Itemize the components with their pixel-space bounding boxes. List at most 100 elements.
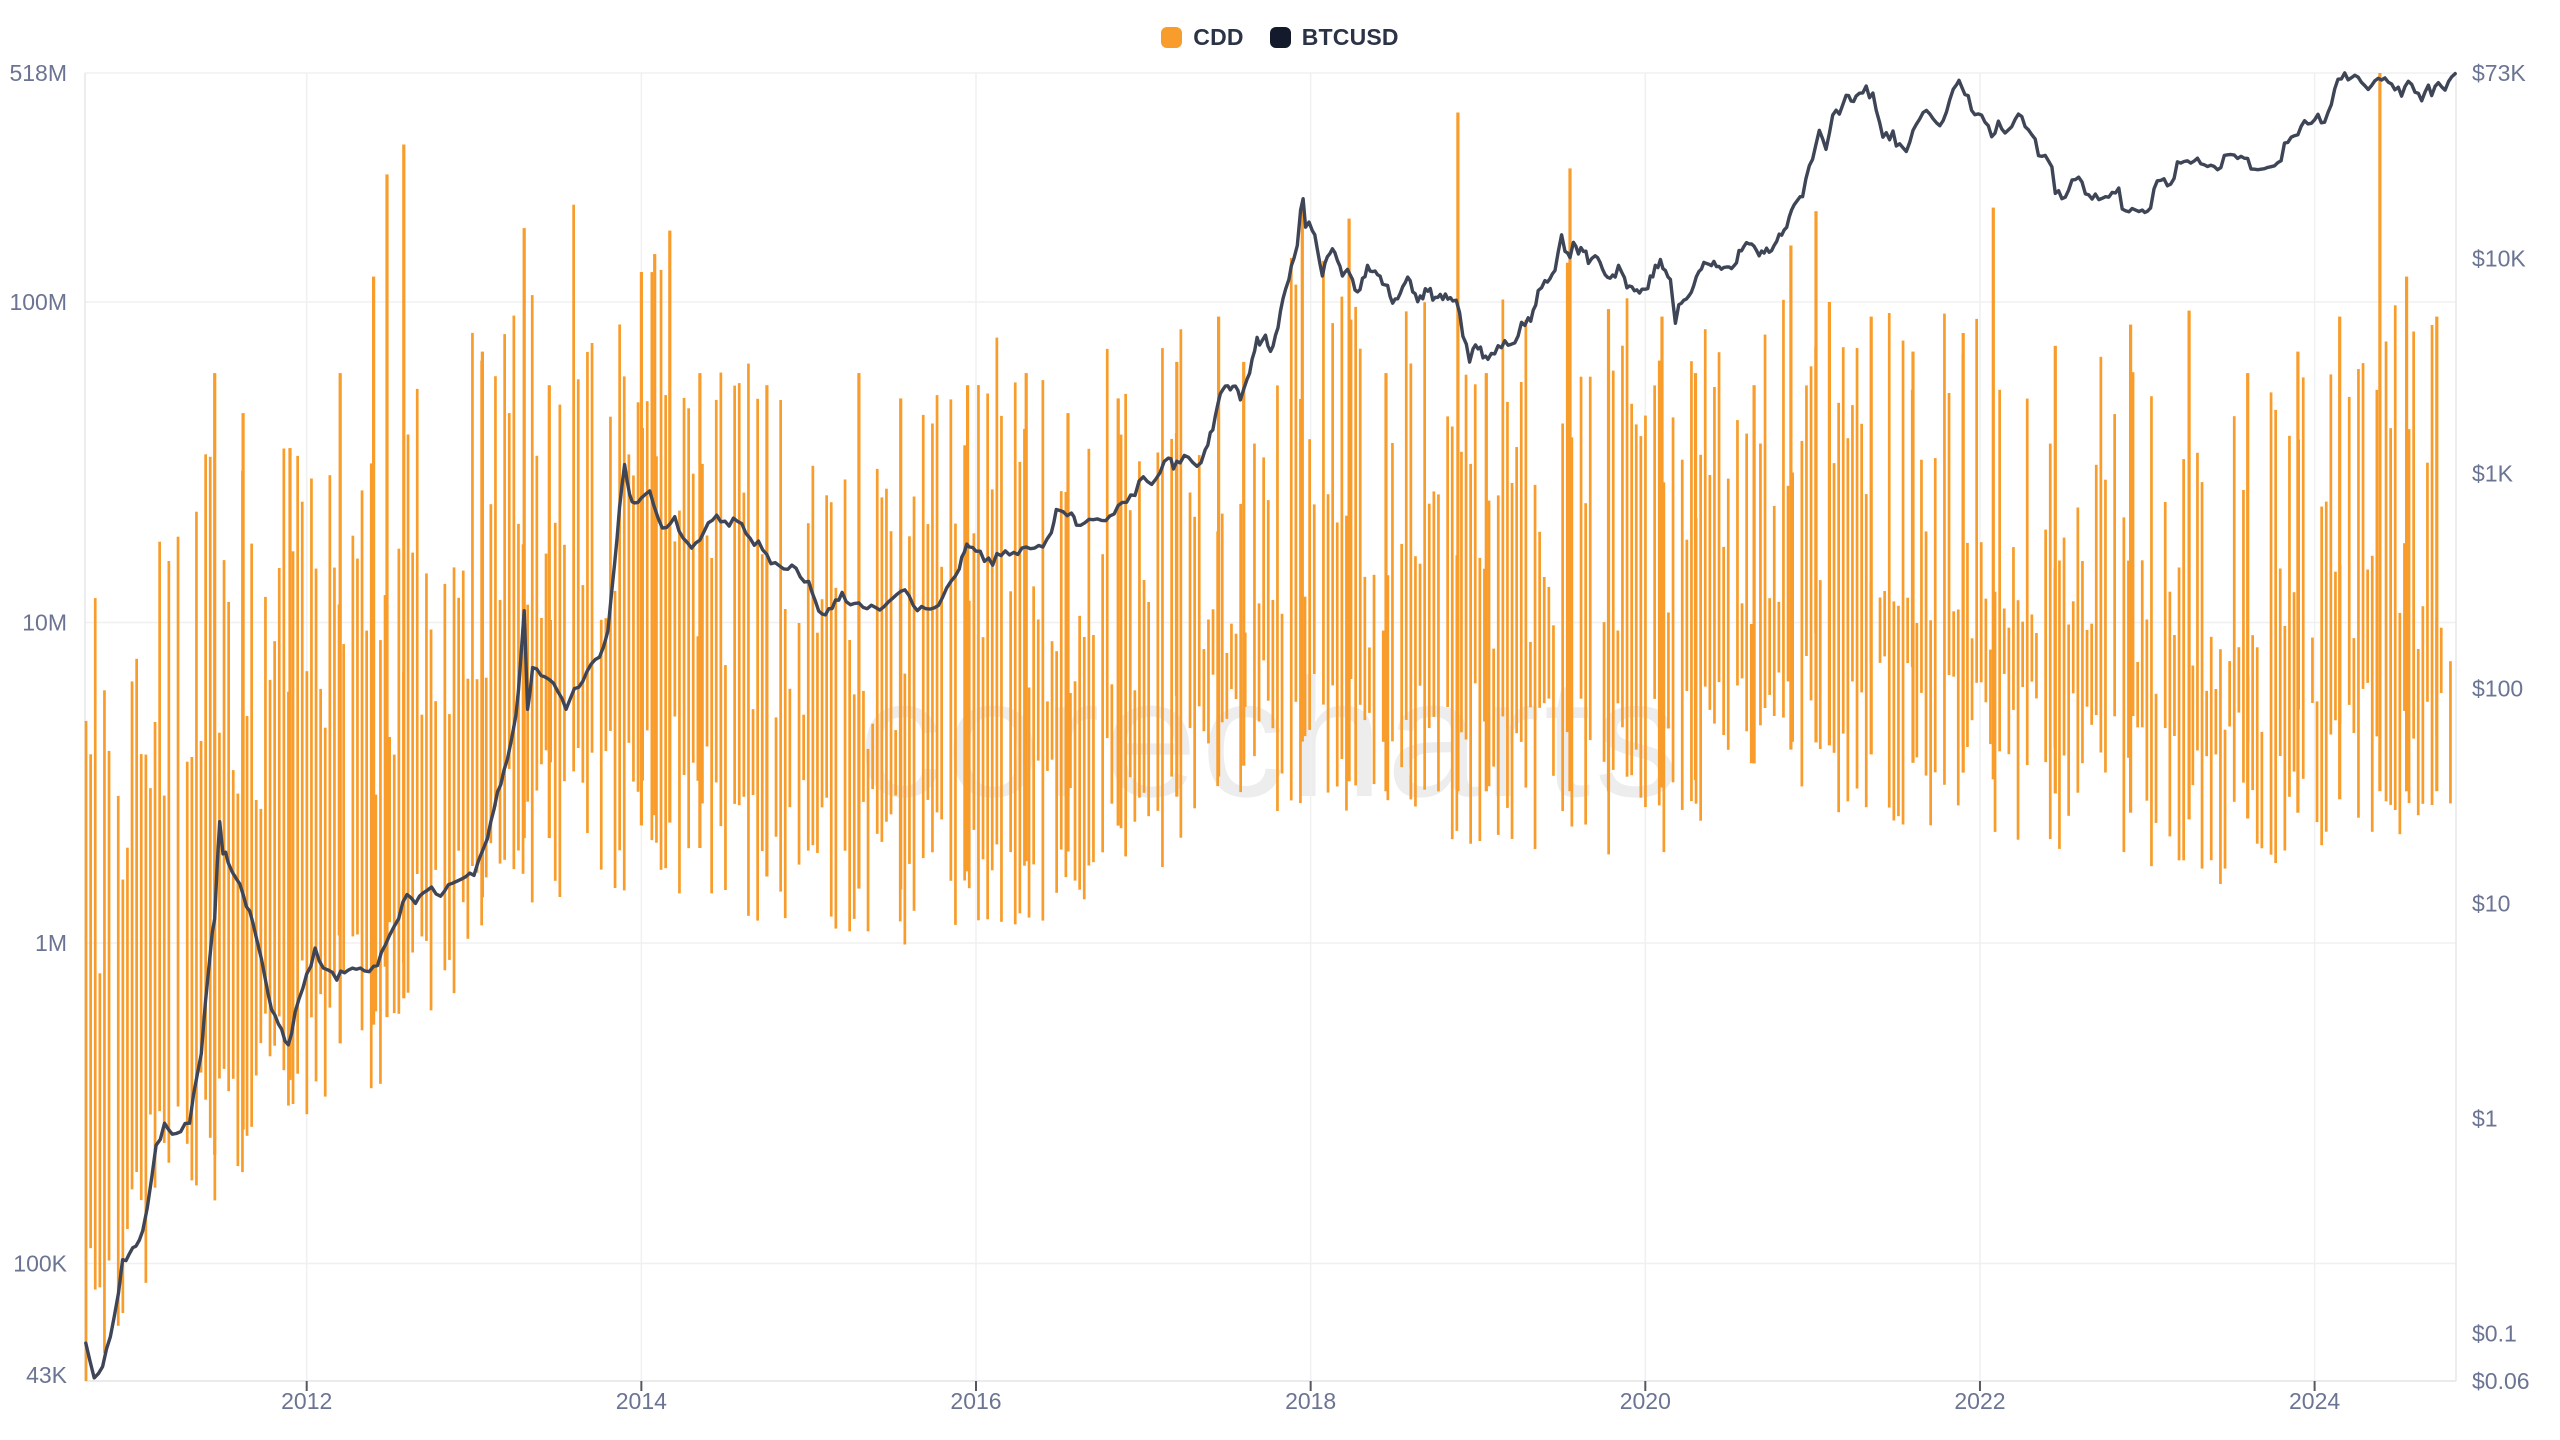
cdd-bar: [1759, 443, 1762, 726]
cdd-bar: [1064, 492, 1068, 878]
plot-area[interactable]: [85, 73, 2456, 1381]
cdd-bar: [687, 408, 690, 849]
cdd-bar: [1777, 601, 1781, 673]
x-axis-label: 2014: [616, 1388, 667, 1414]
cdd-bar: [1253, 443, 1256, 757]
cdd-bar: [2209, 636, 2213, 861]
cdd-bar: [1207, 619, 1210, 744]
cdd-bar: [1473, 384, 1477, 684]
cdd-bar: [1092, 635, 1095, 863]
cdd-bar: [1805, 385, 1808, 656]
cdd-bar: [208, 456, 212, 1138]
cdd-spike-bar: [480, 351, 484, 898]
cdd-bar: [415, 388, 419, 874]
cdd-bar: [2058, 560, 2061, 849]
cdd-bar: [1533, 484, 1537, 850]
cdd-bar: [1450, 426, 1454, 840]
cdd-bar: [742, 492, 746, 797]
cdd-bar: [2131, 372, 2135, 716]
cdd-bar: [2219, 649, 2222, 884]
cdd-bar: [1561, 423, 1564, 812]
cdd-bar: [2168, 591, 2172, 837]
cdd-spike-bar: [1827, 302, 1831, 746]
cdd-spike-bar: [288, 448, 292, 1080]
cdd-bar: [2439, 627, 2443, 694]
cdd-bar: [1073, 681, 1077, 881]
cdd-bar: [981, 637, 985, 860]
cdd-bar: [1492, 648, 1495, 767]
cdd-bar: [1119, 434, 1123, 829]
cdd-bar: [1832, 463, 1836, 753]
cdd-bar: [1906, 597, 1909, 664]
cdd-bar: [1846, 438, 1850, 802]
cdd-bar: [1211, 609, 1215, 675]
cdd-bar: [1078, 615, 1081, 890]
cdd-bar: [1312, 504, 1316, 674]
y-axis-right-label: $10: [2472, 890, 2510, 916]
cdd-spike-bar: [213, 373, 217, 1155]
cdd-bar: [1662, 482, 1666, 853]
cdd-bar: [116, 795, 120, 1326]
cdd-bar: [1432, 491, 1436, 717]
cdd-bar: [1717, 352, 1721, 683]
cdd-bar: [1929, 620, 1932, 826]
cdd-bar: [2242, 490, 2245, 783]
cdd-bar: [710, 558, 713, 894]
cdd-spike-bar: [1217, 316, 1221, 777]
cdd-bar: [705, 535, 709, 747]
cdd-bar: [2076, 507, 2080, 793]
cdd-bar: [2426, 462, 2429, 702]
cdd-bar: [701, 463, 704, 804]
cdd-bar: [1197, 455, 1201, 707]
cdd-bar: [2255, 647, 2259, 844]
legend-item-cdd[interactable]: CDD: [1161, 24, 1244, 51]
cdd-bar: [2412, 331, 2415, 739]
cdd-bar: [1768, 598, 1771, 695]
cdd-bar: [1266, 500, 1270, 701]
cdd-bar: [1680, 459, 1684, 810]
cdd-bar: [558, 404, 562, 897]
cdd-bar: [1630, 403, 1633, 776]
cdd-bar: [411, 552, 414, 953]
cdd-bar: [1570, 437, 1574, 827]
cdd-bar: [783, 609, 787, 919]
cdd-bar: [153, 722, 157, 1188]
cdd-bar: [1515, 447, 1518, 734]
cdd-bar: [2062, 537, 2066, 756]
cdd-bar: [931, 423, 934, 853]
cdd-bar: [1036, 619, 1040, 761]
cdd-bar: [1901, 340, 1905, 825]
cdd-bar: [1193, 516, 1196, 809]
cdd-bar: [1970, 638, 1974, 721]
cdd-bar: [1409, 363, 1413, 800]
cdd-bar: [797, 623, 801, 865]
cdd-bar: [825, 495, 828, 798]
cdd-bar: [471, 332, 474, 866]
cdd-bar: [724, 665, 727, 890]
cdd-bar: [875, 468, 879, 834]
cdd-bar: [2223, 729, 2227, 869]
cdd-bar: [1349, 319, 1353, 679]
cdd-bar: [1657, 360, 1661, 806]
cdd-bar: [1584, 503, 1587, 825]
legend-label-cdd: CDD: [1193, 24, 1244, 50]
legend-item-btcusd[interactable]: BTCUSD: [1269, 24, 1399, 51]
cdd-bar: [1685, 539, 1689, 691]
x-axis-label: 2022: [1954, 1388, 2005, 1414]
cdd-bar: [586, 351, 589, 833]
cdd-bar: [144, 754, 148, 1283]
cdd-bar: [2177, 567, 2181, 861]
cdd-bar: [535, 455, 539, 791]
cdd-bar: [940, 566, 943, 820]
cdd-bar: [1147, 602, 1150, 817]
cdd-spike-bar: [1300, 205, 1304, 742]
cdd-bar: [360, 490, 364, 1031]
cdd-bar: [1726, 478, 1730, 750]
cdd-spike-bar: [402, 144, 406, 999]
cdd-bar: [107, 750, 111, 1261]
y-axis-left-label: 100K: [13, 1251, 67, 1277]
btcusd-swatch-icon: [1269, 27, 1291, 48]
cdd-bar: [2048, 443, 2052, 840]
cdd-bar: [599, 619, 603, 870]
